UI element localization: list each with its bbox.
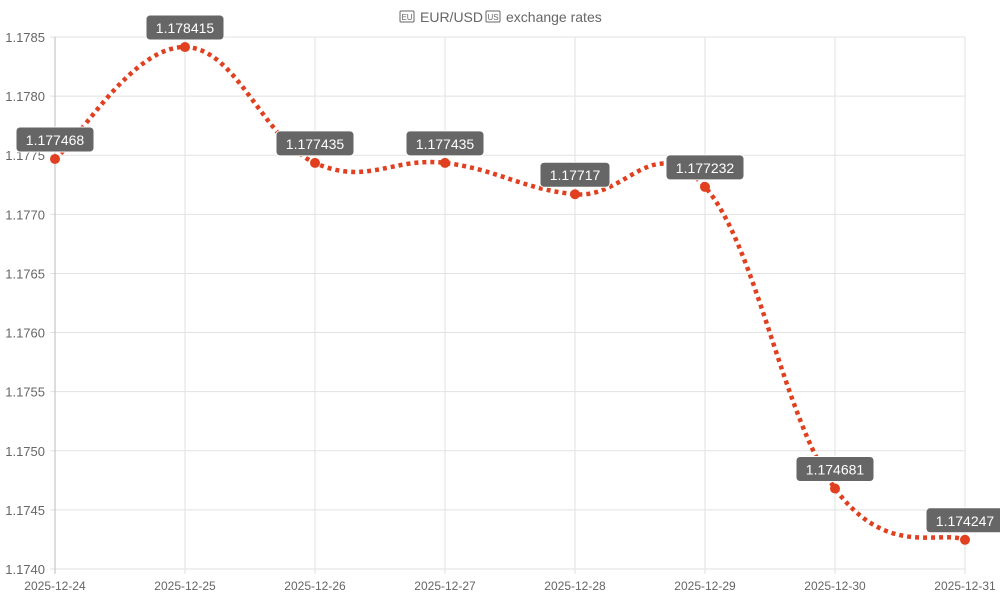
data-label-box xyxy=(145,14,225,41)
grid xyxy=(50,36,966,574)
y-tick-label: 1.1770 xyxy=(5,207,45,222)
x-tick-label: 2025-12-24 xyxy=(24,579,86,593)
data-label-text: 1.174681 xyxy=(806,461,865,477)
data-label: 1.174247 xyxy=(925,507,1000,534)
y-tick-label: 1.1750 xyxy=(5,444,45,459)
data-label: 1.177435 xyxy=(405,130,485,157)
data-label: 1.177468 xyxy=(15,126,95,153)
eu-flag-icon: EU xyxy=(399,10,415,23)
x-tick-label: 2025-12-30 xyxy=(804,579,866,593)
data-label-text: 1.177232 xyxy=(676,160,735,176)
data-label-box xyxy=(539,161,611,188)
data-label-box xyxy=(15,126,95,153)
data-label-box xyxy=(665,154,745,181)
data-label-text: 1.178415 xyxy=(156,20,215,36)
data-label-text: 1.174247 xyxy=(936,513,995,529)
title-pair: EUR/USD xyxy=(420,9,483,25)
data-label-text: 1.177435 xyxy=(416,136,475,152)
data-label-box xyxy=(405,130,485,157)
us-flag-icon: US xyxy=(485,10,501,23)
data-point xyxy=(830,483,840,494)
data-point xyxy=(960,534,970,545)
y-tick-label: 1.1755 xyxy=(5,385,45,400)
data-point xyxy=(180,42,190,53)
y-tick-label: 1.1765 xyxy=(5,266,45,281)
data-label: 1.177435 xyxy=(275,130,355,157)
data-label: 1.17717 xyxy=(539,161,611,188)
data-label-text: 1.17717 xyxy=(550,167,601,183)
data-point xyxy=(50,154,60,165)
x-tick-label: 2025-12-28 xyxy=(544,579,606,593)
data-label-text: 1.177468 xyxy=(26,132,85,148)
data-label-box xyxy=(795,455,875,482)
y-tick-label: 1.1745 xyxy=(5,503,45,518)
svg-text:US: US xyxy=(487,13,498,22)
data-label: 1.177232 xyxy=(665,154,745,181)
data-label-box xyxy=(275,130,355,157)
x-tick-label: 2025-12-27 xyxy=(414,579,476,593)
data-label-text: 1.177435 xyxy=(286,136,345,152)
x-tick-label: 2025-12-31 xyxy=(934,579,996,593)
title-suffix: exchange rates xyxy=(506,9,602,25)
y-tick-label: 1.1740 xyxy=(5,562,45,577)
chart-title: EU EUR/USD US exchange rates xyxy=(399,9,602,25)
data-label-box xyxy=(925,507,1000,534)
x-tick-label: 2025-12-25 xyxy=(154,579,216,593)
data-point xyxy=(700,181,710,192)
data-labels: 1.177468 1.178415 1.177435 1.177435 1.17717 1… xyxy=(15,14,1000,534)
y-axis: 1.1740 1.1745 1.1750 1.1755 1.1760 1.1765 1.17… xyxy=(5,30,45,577)
x-tick-label: 2025-12-29 xyxy=(674,579,736,593)
y-tick-label: 1.1780 xyxy=(5,89,45,104)
x-axis: 2025-12-24 2025-12-25 2025-12-26 2025-12-27… xyxy=(24,579,996,593)
data-point xyxy=(440,157,450,168)
svg-text:EU: EU xyxy=(401,13,412,22)
data-label: 1.178415 xyxy=(145,14,225,41)
data-points xyxy=(50,42,970,545)
data-point xyxy=(310,157,320,168)
y-tick-label: 1.1760 xyxy=(5,326,45,341)
y-tick-label: 1.1785 xyxy=(5,30,45,45)
data-point xyxy=(570,189,580,200)
data-label: 1.174681 xyxy=(795,455,875,482)
x-tick-label: 2025-12-26 xyxy=(284,579,346,593)
